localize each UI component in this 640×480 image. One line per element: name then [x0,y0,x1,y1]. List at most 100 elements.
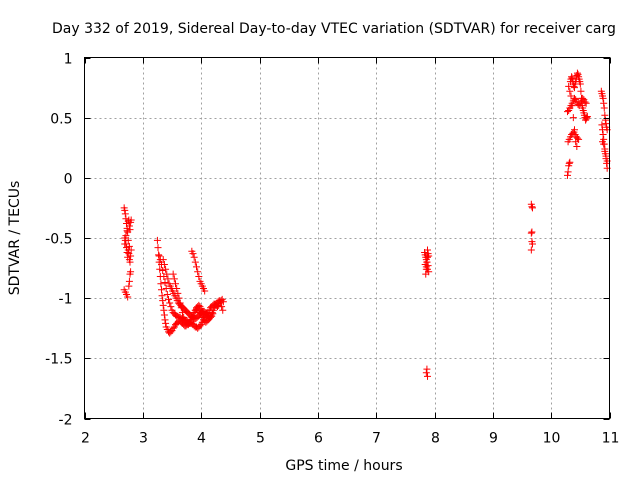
data-point [162,319,170,327]
x-tick-label: 5 [256,431,265,447]
x-tick-label: 11 [602,431,620,447]
x-tick-label: 2 [81,431,90,447]
data-point [127,252,135,260]
x-axis-label: GPS time / hours [285,458,402,474]
x-tick-label: 8 [431,431,440,447]
data-point [564,108,571,116]
x-axis-ticks: 2 3 4 5 6 7 8 9 10 11 [81,57,620,447]
data-point [564,171,571,179]
data-point [176,299,184,307]
data-point [123,227,131,235]
data-point [194,268,202,276]
data-point [160,311,168,319]
y-tick-label: 0.5 [50,112,72,128]
data-point [573,134,581,142]
data-point [189,250,197,258]
y-tick-label: 1 [64,52,73,68]
data-point [195,301,203,309]
data-point [579,94,587,102]
data-point [158,292,166,300]
y-tick-label: -2 [59,413,73,429]
data-point [601,111,609,119]
data-point [186,319,193,327]
data-point [576,80,584,88]
data-point [179,309,186,317]
data-point [569,114,577,122]
data-point [162,265,170,273]
data-point [568,74,576,82]
data-point [599,126,606,134]
data-point [601,116,609,124]
data-point [582,99,590,107]
data-point [600,104,608,112]
data-point [126,258,134,266]
y-tick-label: -0.5 [45,232,72,248]
data-point [190,253,198,261]
data-point [127,268,135,276]
data-point [602,120,610,128]
data-point [528,228,536,236]
data-point [422,369,430,377]
data-point [425,252,433,260]
data-point [424,262,432,270]
data-points [120,69,611,380]
data-point [529,240,536,248]
data-point [527,229,535,237]
data-point [124,293,132,301]
data-point [165,295,172,303]
data-point [565,159,573,167]
data-point [169,270,177,278]
data-point [172,280,179,288]
data-point [572,138,580,146]
data-point [201,287,209,295]
data-point [188,316,196,324]
data-point [121,210,129,218]
data-point [153,236,161,244]
data-point [600,140,608,148]
x-tick-label: 10 [543,431,561,447]
grid [84,57,610,419]
data-point [155,251,163,259]
y-axis-ticks: -2 -1.5 -1 -0.5 0 0.5 1 [45,52,610,429]
data-point [154,244,162,252]
data-point [161,279,169,287]
data-point [157,280,165,288]
data-point [202,312,210,320]
data-point [121,206,129,214]
data-point [423,258,431,266]
x-tick-label: 9 [489,431,498,447]
data-point [167,328,175,336]
data-point [573,143,581,151]
data-point [159,256,167,264]
data-point [193,263,200,271]
data-point [127,216,135,224]
data-point [566,87,574,95]
data-point [159,297,167,305]
data-point [424,372,431,380]
data-point [219,298,227,306]
data-point [159,301,167,309]
y-tick-label: -1.5 [45,352,72,368]
data-point [163,291,171,299]
data-point [598,121,606,129]
data-point [166,299,174,307]
data-point [583,114,591,122]
data-point [424,253,431,261]
data-point [191,258,199,266]
data-point [573,69,581,77]
data-point [577,87,585,95]
data-point [167,303,175,311]
data-point [600,99,608,107]
data-point [125,277,133,285]
data-point [571,84,578,92]
data-point [568,102,576,110]
data-point [564,168,572,176]
y-tick-label: 0 [64,172,73,188]
data-point [424,246,431,254]
data-point [122,232,130,240]
data-point [214,303,221,311]
data-point [163,270,171,278]
data-point [423,365,431,373]
data-point [174,289,182,297]
data-point [196,322,204,330]
